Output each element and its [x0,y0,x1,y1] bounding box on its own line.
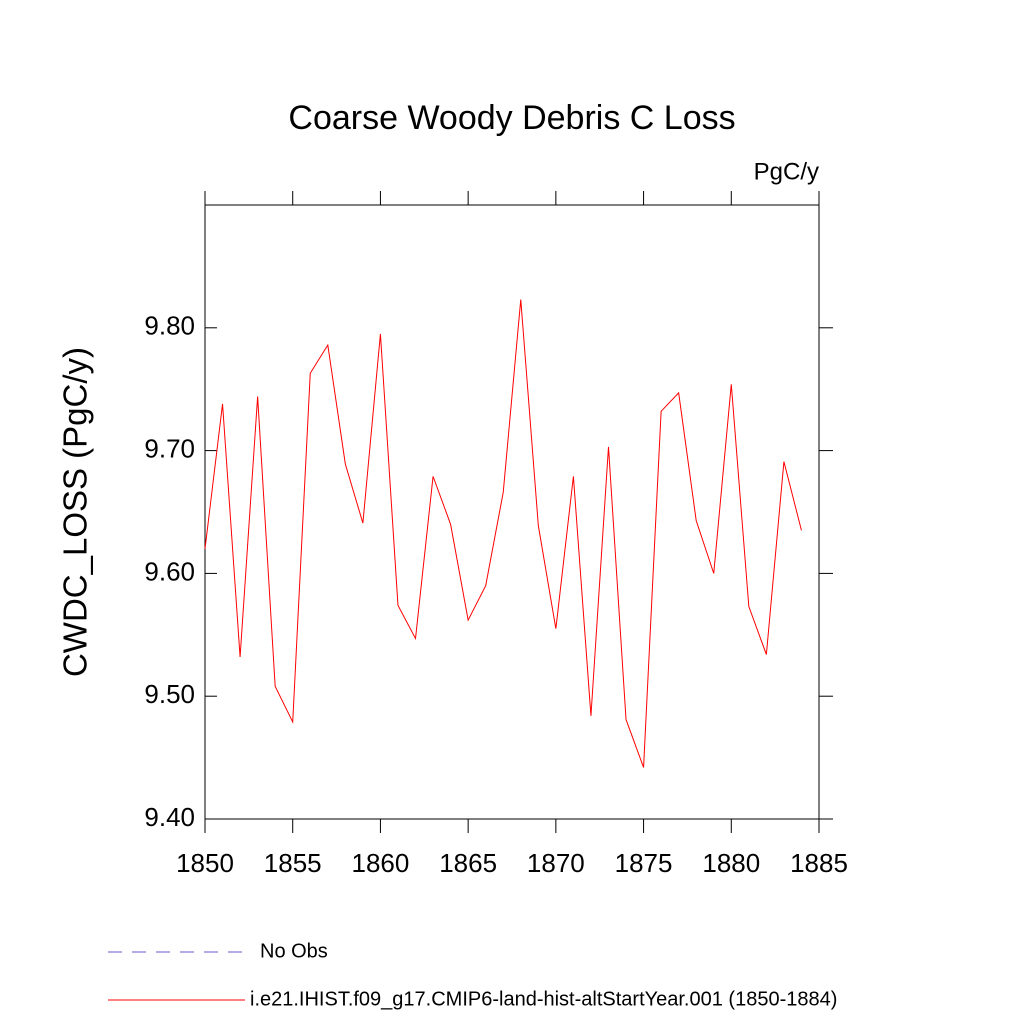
x-tick-label: 1885 [790,848,848,878]
x-tick-label: 1865 [439,848,497,878]
legend-label: No Obs [260,940,328,962]
y-tick-label: 9.50 [144,679,195,709]
series-line [204,299,802,768]
x-tick-label: 1860 [352,848,410,878]
x-tick-label: 1870 [527,848,585,878]
legend-label: i.e21.IHIST.f09_g17.CMIP6-land-hist-altS… [250,988,837,1010]
plot-frame [204,204,820,820]
x-tick-label: 1880 [702,848,760,878]
x-tick-label: 1855 [264,848,322,878]
y-tick-label: 9.80 [144,311,195,341]
y-tick-label: 9.60 [144,556,195,586]
chart-title: Coarse Woody Debris C Loss [288,99,735,137]
y-axis-label: CWDC_LOSS (PgC/y) [57,347,94,677]
y-tick-label: 9.40 [144,802,195,832]
x-tick-label: 1875 [615,848,673,878]
x-tick-label: 1850 [176,848,234,878]
y-tick-label: 9.70 [144,433,195,463]
units-label: PgC/y [754,158,819,185]
